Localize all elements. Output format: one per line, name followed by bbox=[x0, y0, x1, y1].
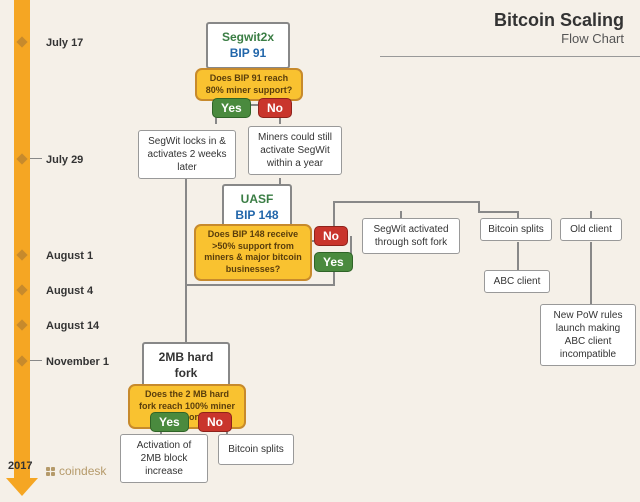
node-segwit2x: Segwit2x BIP 91 bbox=[206, 22, 290, 69]
yes-badge: Yes bbox=[150, 412, 189, 432]
date-label: August 14 bbox=[46, 320, 99, 332]
node-old-client: Old client bbox=[560, 218, 622, 241]
node-subtitle: BIP 91 bbox=[218, 46, 278, 62]
chart-title-block: Bitcoin Scaling Flow Chart bbox=[494, 10, 624, 46]
chart-canvas: 2017 July 17 July 29 August 1 August 4 A… bbox=[0, 0, 640, 502]
node-title: 2MB hard bbox=[154, 350, 218, 366]
yes-badge: Yes bbox=[314, 252, 353, 272]
no-badge: No bbox=[258, 98, 292, 118]
logo-icon bbox=[46, 467, 55, 476]
no-badge: No bbox=[198, 412, 232, 432]
timeline-arrowhead bbox=[6, 478, 38, 496]
date-label: November 1 bbox=[46, 356, 109, 368]
node-bitcoin-splits-2: Bitcoin splits bbox=[218, 434, 294, 465]
chart-subtitle: Flow Chart bbox=[494, 31, 624, 46]
node-subtitle: BIP 148 bbox=[234, 208, 280, 224]
node-2mb-hardfork: 2MB hard fork bbox=[142, 342, 230, 389]
node-title: UASF bbox=[234, 192, 280, 208]
node-activation-2mb: Activation of 2MB block increase bbox=[120, 434, 208, 483]
node-title: Segwit2x bbox=[218, 30, 278, 46]
node-subtitle: fork bbox=[154, 366, 218, 382]
chart-title: Bitcoin Scaling bbox=[494, 10, 624, 31]
logo-text: coindesk bbox=[59, 464, 106, 478]
node-segwit-softfork: SegWit activated through soft fork bbox=[362, 218, 460, 254]
header-divider bbox=[380, 56, 640, 57]
node-miners-year: Miners could still activate SegWit withi… bbox=[248, 126, 342, 175]
date-label: July 29 bbox=[46, 154, 83, 166]
yes-badge: Yes bbox=[212, 98, 251, 118]
date-label: August 1 bbox=[46, 250, 93, 262]
node-segwit-locks: SegWit locks in & activates 2 weeks late… bbox=[138, 130, 236, 179]
question-bip148: Does BIP 148 receive >50% support from m… bbox=[194, 224, 312, 281]
timeline-bar bbox=[14, 0, 30, 480]
no-badge: No bbox=[314, 226, 348, 246]
date-label: August 4 bbox=[46, 285, 93, 297]
node-pow-rules: New PoW rules launch making ABC client i… bbox=[540, 304, 636, 366]
timeline-year: 2017 bbox=[8, 460, 32, 472]
node-abc-client: ABC client bbox=[484, 270, 550, 293]
coindesk-logo: coindesk bbox=[46, 464, 106, 478]
question-bip91: Does BIP 91 reach 80% miner support? bbox=[195, 68, 303, 101]
node-bitcoin-splits: Bitcoin splits bbox=[480, 218, 552, 241]
date-label: July 17 bbox=[46, 37, 83, 49]
